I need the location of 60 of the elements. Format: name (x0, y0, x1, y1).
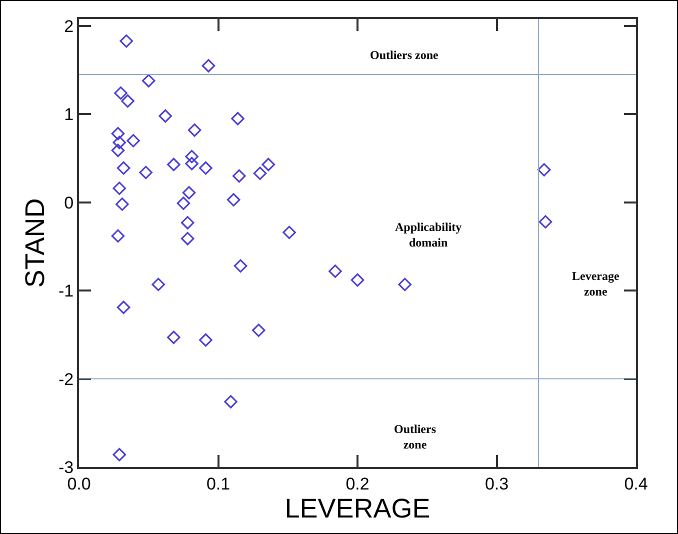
point (226, 193, 240, 206)
point (262, 158, 276, 172)
x-tick-label: 0.4 (624, 474, 648, 494)
y-tick-label: 1 (64, 105, 74, 124)
point (111, 229, 125, 243)
y-tick-label: -3 (58, 458, 74, 477)
annotation: Leverage zone (572, 269, 620, 299)
point (180, 216, 194, 230)
point (142, 74, 156, 88)
annotation: Outliers zone (370, 48, 439, 62)
point (350, 273, 364, 287)
point (120, 34, 133, 48)
point (199, 333, 212, 347)
point (185, 156, 198, 170)
point (139, 166, 152, 180)
point (111, 127, 125, 140)
y-tick-label: 2 (64, 17, 74, 36)
point (112, 448, 126, 462)
y-tick-label: -1 (58, 282, 74, 301)
point (152, 278, 166, 292)
point (199, 161, 212, 175)
x-tick-label: 0.3 (484, 474, 509, 494)
point (182, 186, 196, 200)
point (180, 232, 194, 246)
point (116, 198, 129, 211)
annotation: Outliers zone (394, 422, 436, 452)
point (167, 158, 180, 172)
point (185, 150, 198, 164)
annotation: Applicability domain (395, 220, 462, 250)
point (114, 86, 128, 100)
point (232, 169, 246, 183)
point (398, 278, 412, 292)
point (112, 136, 126, 150)
point (538, 215, 552, 228)
point (126, 134, 140, 148)
point (282, 226, 296, 240)
point (188, 123, 202, 137)
x-tick-label: 0.2 (346, 474, 370, 494)
point (537, 163, 551, 176)
point (253, 166, 267, 180)
y-tick-label: -2 (58, 370, 74, 389)
point (176, 196, 190, 210)
point (231, 112, 244, 126)
x-axis-title: LEVERAGE (284, 493, 430, 524)
point (112, 182, 126, 195)
y-tick-label: 0 (64, 193, 74, 212)
point (116, 300, 130, 314)
point (252, 324, 266, 337)
point (167, 330, 180, 344)
point (224, 395, 238, 408)
point (121, 94, 134, 108)
point (234, 259, 248, 273)
y-axis-title: STAND (20, 198, 50, 288)
point (202, 59, 216, 72)
x-tick-label: 0.0 (67, 474, 91, 494)
x-tick-label: 0.1 (206, 474, 230, 494)
point (328, 264, 342, 278)
point (116, 161, 130, 175)
point (111, 144, 125, 158)
point (158, 109, 172, 123)
